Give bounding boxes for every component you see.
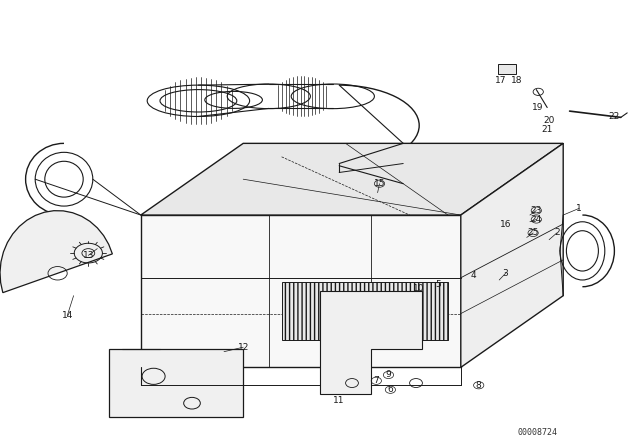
Text: 11: 11 bbox=[333, 396, 345, 405]
Text: 2: 2 bbox=[554, 228, 559, 237]
Text: 21: 21 bbox=[541, 125, 553, 134]
Text: 14: 14 bbox=[61, 311, 73, 320]
Polygon shape bbox=[320, 291, 422, 394]
Text: 00008724: 00008724 bbox=[518, 428, 557, 437]
Text: 3: 3 bbox=[503, 269, 508, 278]
Polygon shape bbox=[141, 143, 563, 215]
Polygon shape bbox=[461, 143, 563, 367]
Text: 19: 19 bbox=[532, 103, 543, 112]
Text: 13: 13 bbox=[83, 251, 94, 260]
Text: 20: 20 bbox=[543, 116, 555, 125]
Text: 8: 8 bbox=[476, 381, 481, 390]
Text: 10: 10 bbox=[413, 284, 425, 293]
Bar bbox=[498, 64, 516, 74]
Text: 4: 4 bbox=[471, 271, 476, 280]
Text: 25: 25 bbox=[527, 228, 539, 237]
Text: 9: 9 bbox=[386, 370, 391, 379]
Polygon shape bbox=[109, 349, 243, 417]
Text: 16: 16 bbox=[500, 220, 511, 228]
Text: 17: 17 bbox=[495, 76, 506, 85]
Text: 22: 22 bbox=[609, 112, 620, 121]
Text: 7: 7 bbox=[374, 376, 379, 385]
Text: 12: 12 bbox=[237, 343, 249, 352]
Polygon shape bbox=[141, 215, 461, 367]
Text: 24: 24 bbox=[531, 215, 542, 224]
Text: 6: 6 bbox=[388, 385, 393, 394]
Polygon shape bbox=[282, 282, 448, 340]
Polygon shape bbox=[0, 211, 113, 293]
Text: 5: 5 bbox=[436, 280, 441, 289]
Text: 18: 18 bbox=[511, 76, 523, 85]
Text: 15: 15 bbox=[374, 179, 385, 188]
Text: 1: 1 bbox=[577, 204, 582, 213]
Text: 23: 23 bbox=[531, 206, 542, 215]
